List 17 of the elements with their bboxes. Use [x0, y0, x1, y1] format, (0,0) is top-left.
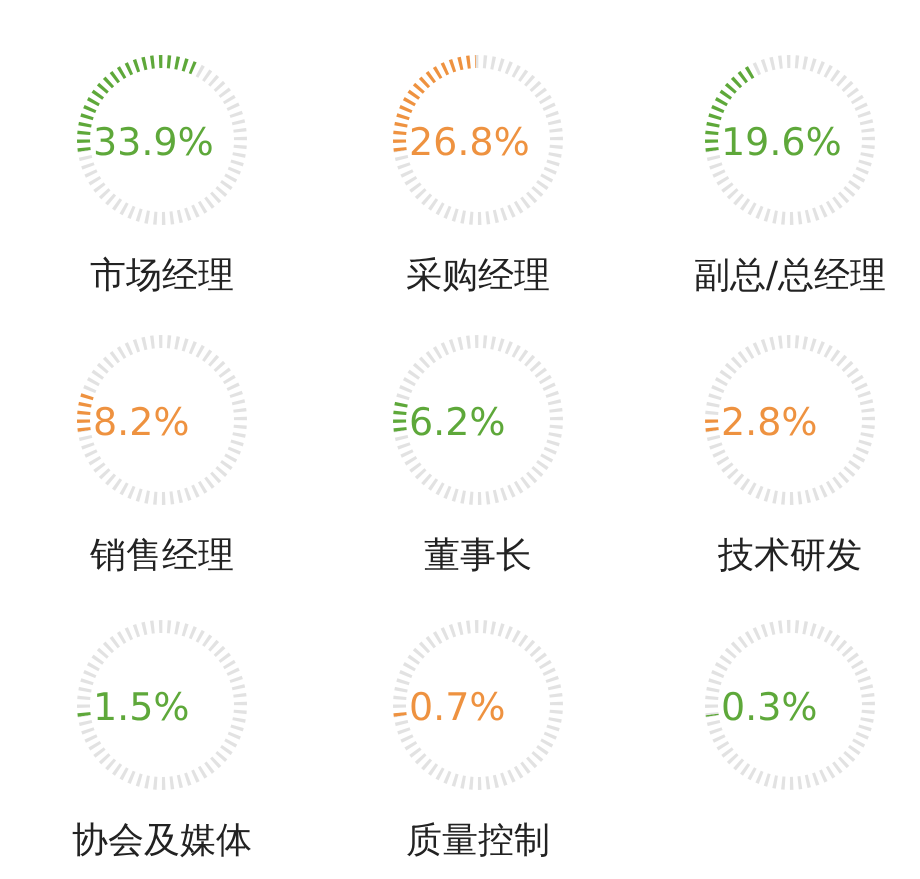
text: 技术研发 [717, 535, 862, 576]
text: 协会及媒体 [72, 820, 252, 861]
data-label: 8.2% [93, 400, 190, 444]
text: 市场经理 [90, 255, 234, 296]
data-label: 33.9% [93, 120, 214, 164]
text: 董事长 [424, 535, 532, 576]
text: 采购经理 [406, 255, 550, 296]
text: 副总/总经理 [694, 255, 886, 296]
data-label: 19.6% [721, 120, 842, 164]
text: 质量控制 [406, 820, 550, 861]
data-label: 0.7% [409, 685, 506, 729]
data-label: 26.8% [409, 120, 530, 164]
data-label: 2.8% [721, 400, 818, 444]
data-label: 6.2% [409, 400, 506, 444]
data-label: 1.5% [93, 685, 190, 729]
data-label: 0.3% [721, 685, 818, 729]
text: 销售经理 [89, 535, 234, 576]
